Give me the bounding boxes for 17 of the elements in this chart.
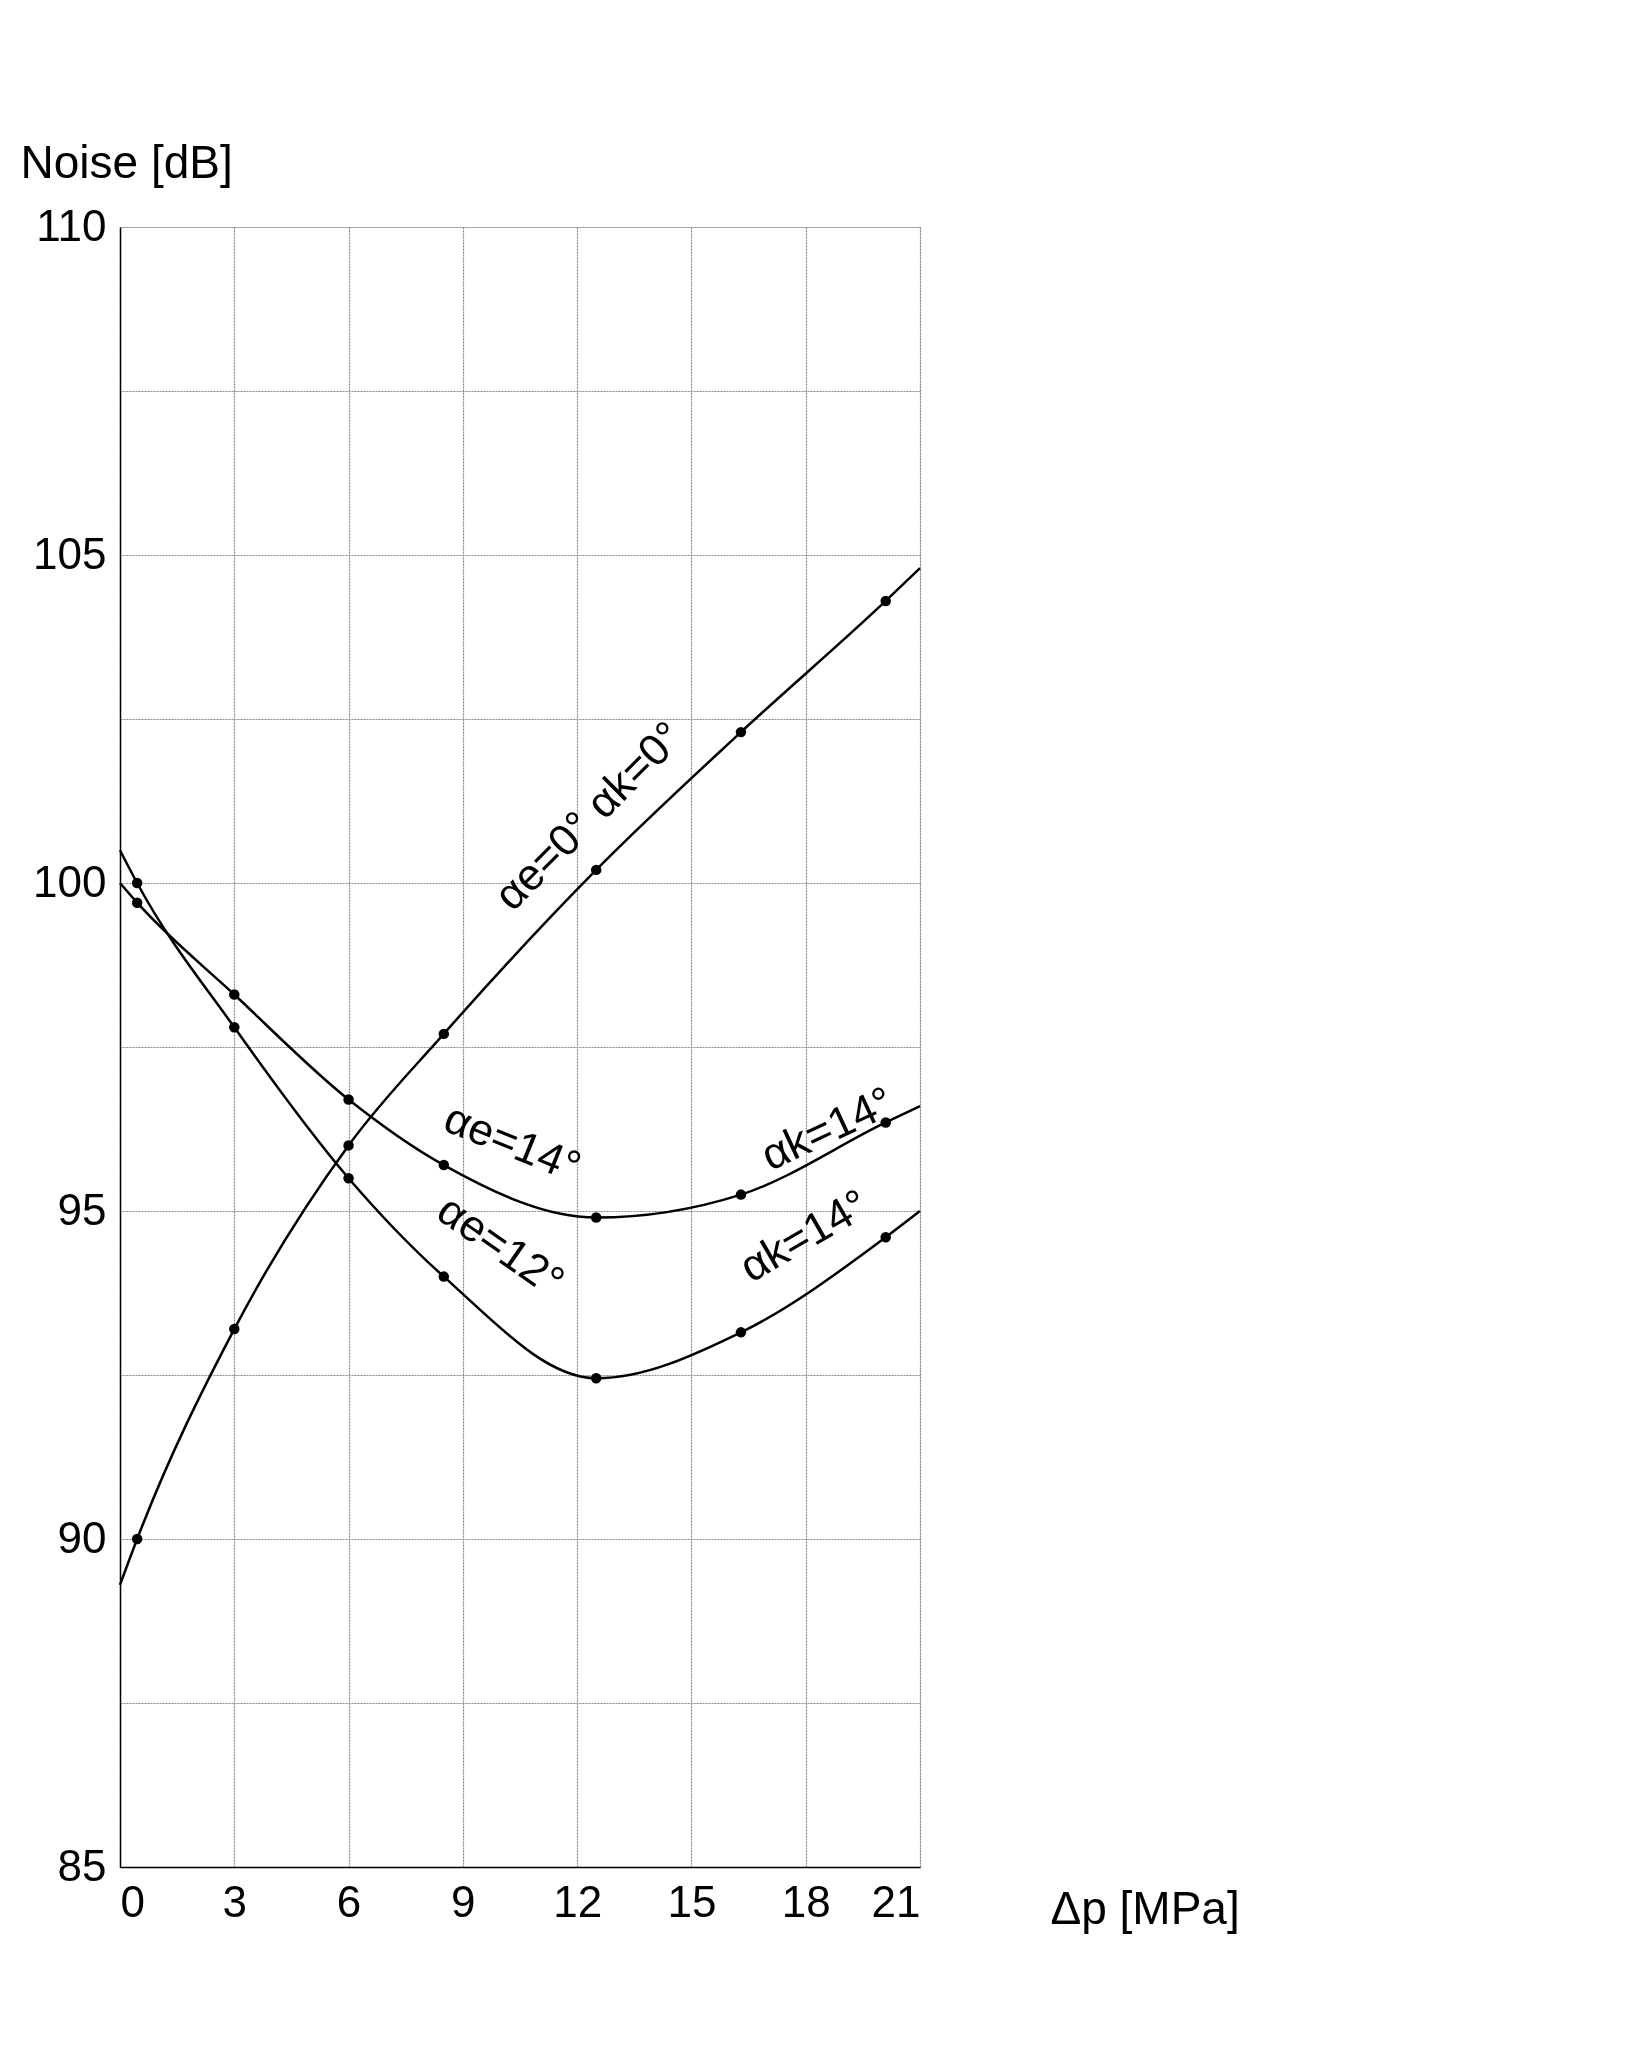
y-tick-label: 95	[57, 1184, 107, 1234]
y-tick-label: 105	[33, 528, 107, 578]
x-tick-label: 6	[336, 1876, 362, 1926]
x-axis-title: Δp [MPa]	[1050, 1881, 1240, 1934]
x-tick-label: 0	[120, 1876, 145, 1926]
y-tick-label: 90	[57, 1512, 107, 1562]
x-tick-label: 15	[667, 1876, 717, 1926]
y-tick-label: 100	[33, 856, 107, 906]
annotation: αe=14°	[437, 1092, 589, 1192]
y-tick-label: 110	[36, 200, 107, 250]
x-tick-label: 12	[553, 1876, 603, 1926]
x-tick-label: 21	[871, 1876, 921, 1926]
x-tick-label: 18	[781, 1876, 831, 1926]
y-tick-label: 85	[57, 1840, 107, 1890]
x-tick-label: 9	[451, 1876, 476, 1926]
x-tick-label: 3	[222, 1876, 248, 1926]
y-axis-title: Noise [dB]	[20, 135, 233, 188]
